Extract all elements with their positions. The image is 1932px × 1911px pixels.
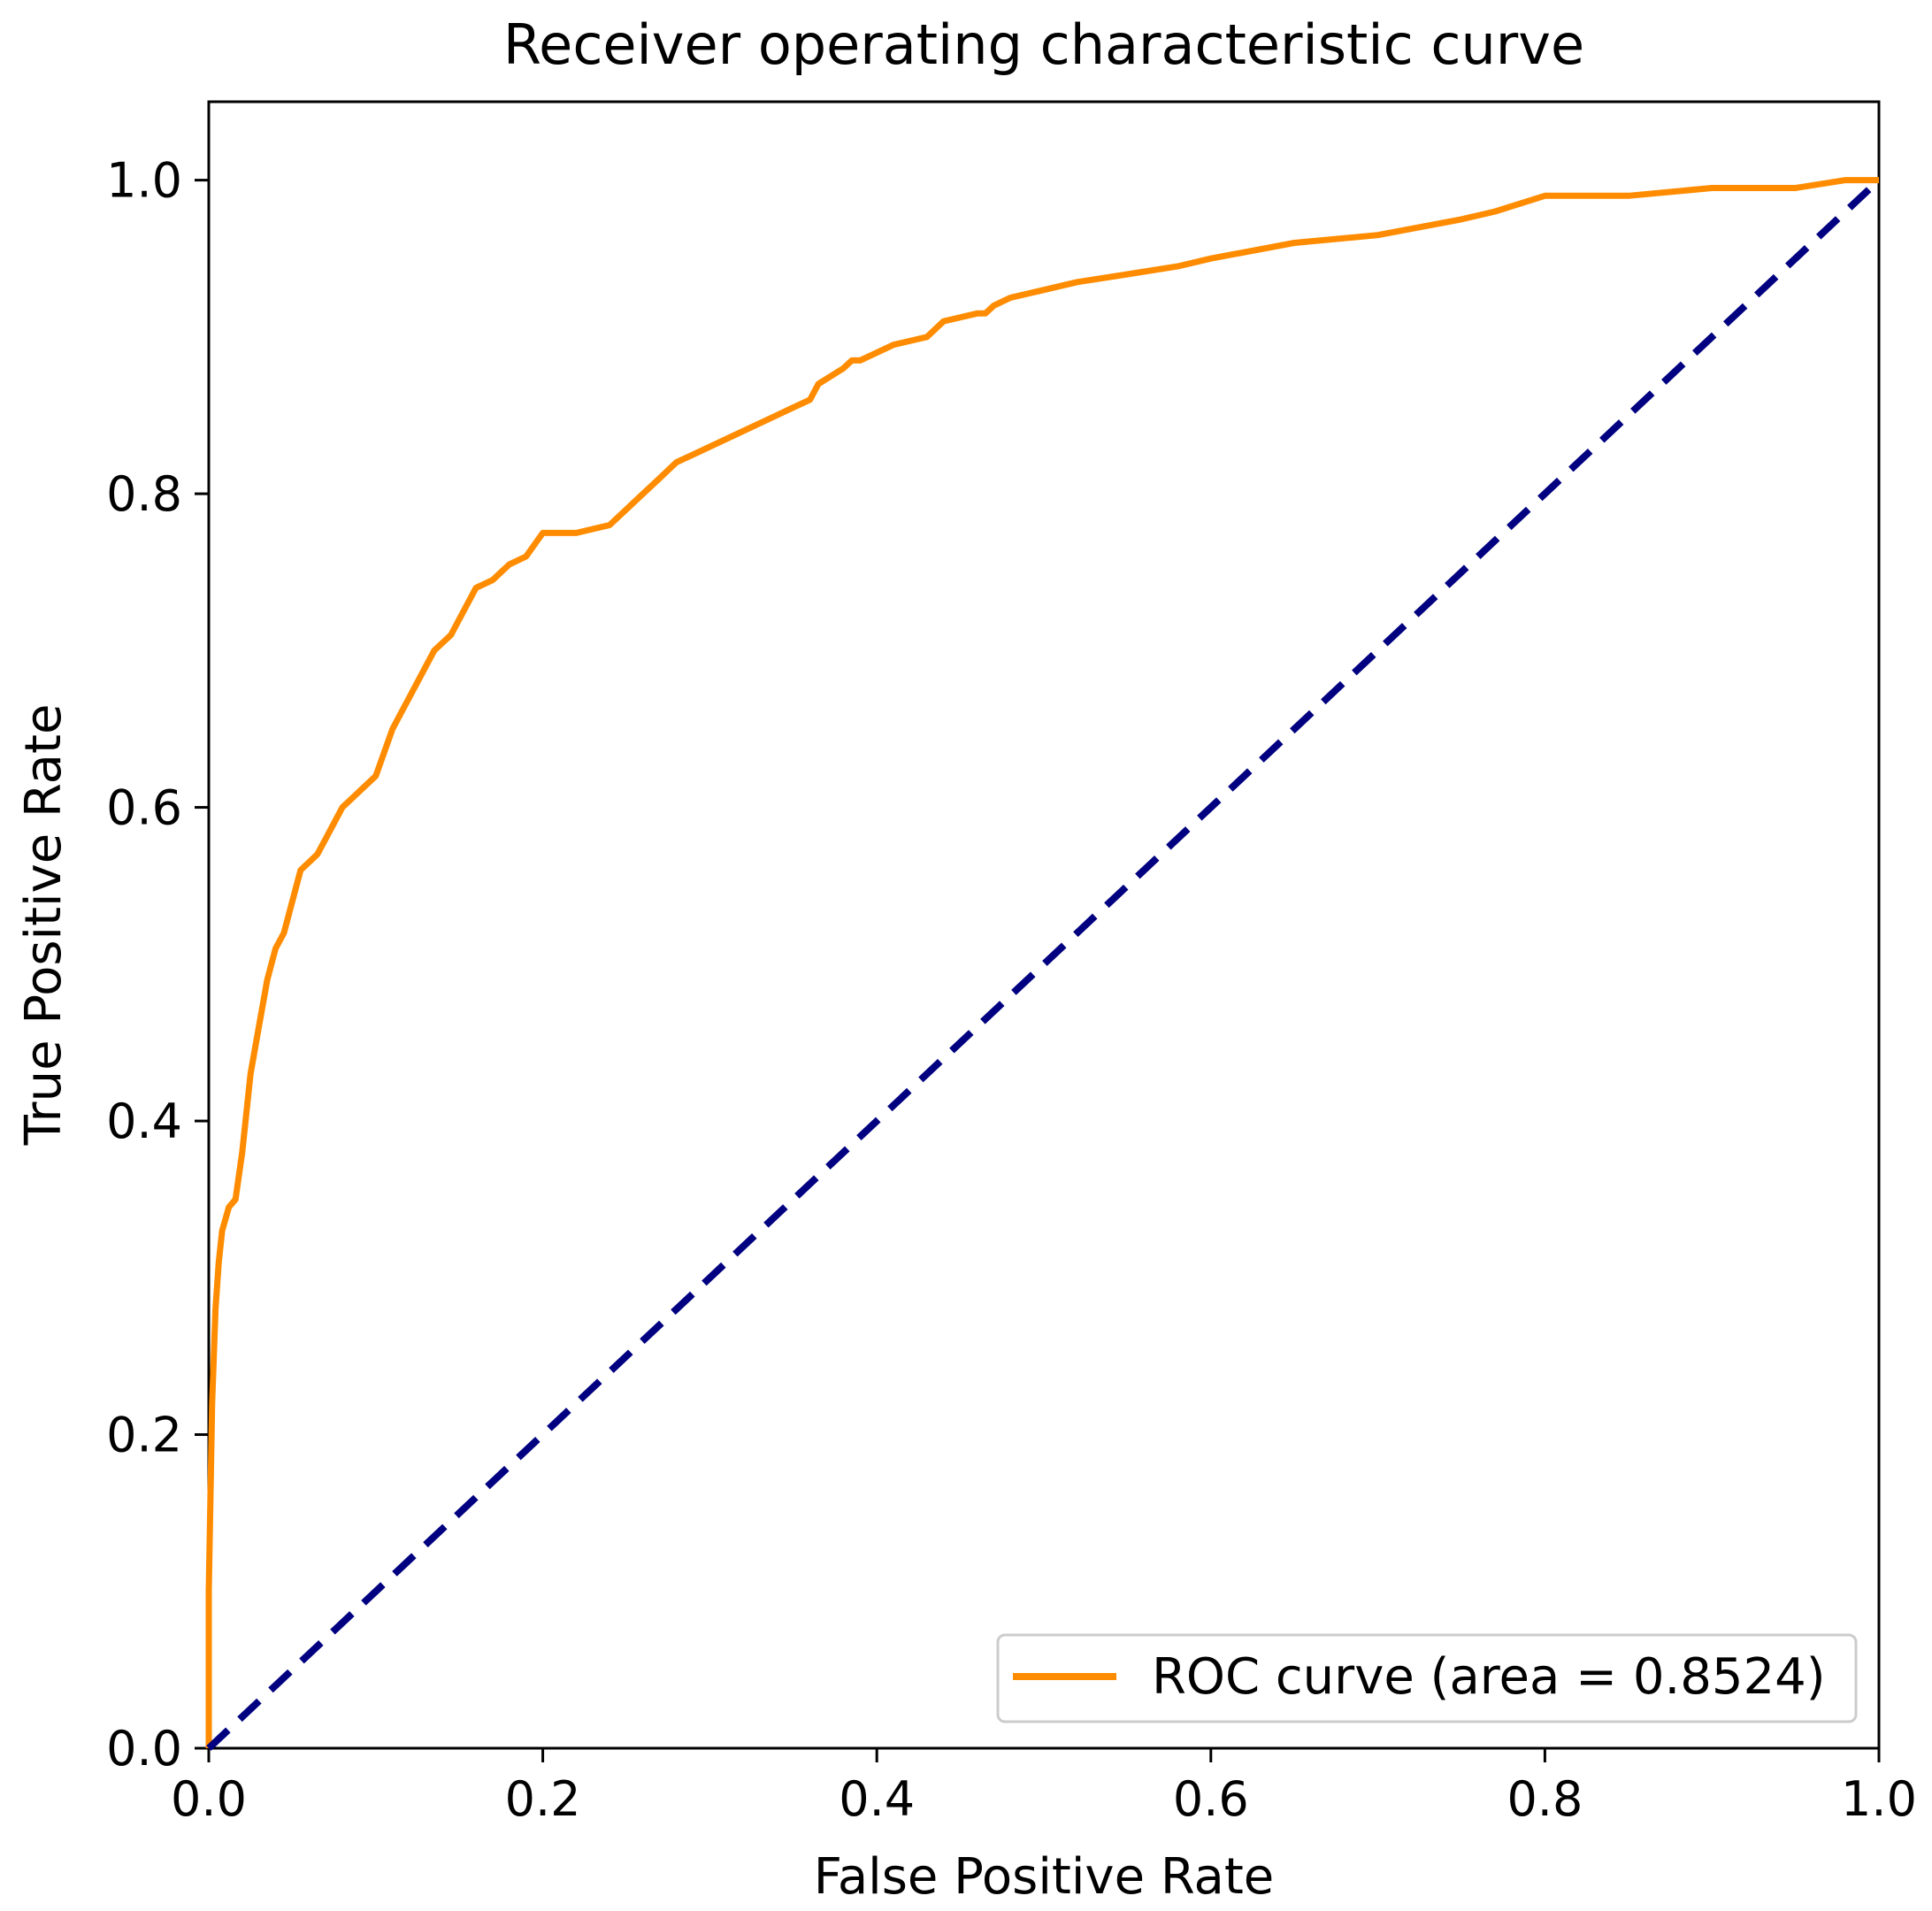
x-axis-label: False Positive Rate: [814, 1848, 1274, 1906]
diagonal-reference-line: [206, 177, 1882, 1751]
legend-label-roc: ROC curve (area = 0.8524): [1152, 1648, 1826, 1706]
y-tick-label: 1.0: [106, 153, 182, 209]
legend-box: [996, 1633, 1858, 1723]
y-axis-label: True Positive Rate: [15, 704, 73, 1147]
y-tick-label: 0.4: [106, 1094, 182, 1149]
series-lines: [205, 177, 1882, 1751]
x-tick-label: 0.6: [1173, 1771, 1249, 1827]
y-axis-ticks: 0.0 0.2 0.4 0.6 0.8 1.0: [106, 153, 209, 1777]
plot-frame: [207, 100, 1881, 1750]
x-tick-label: 0.2: [505, 1771, 581, 1827]
x-tick-label: 0.4: [839, 1771, 915, 1827]
y-tick-label: 0.8: [106, 466, 182, 522]
chart-title: Receiver operating characteristic curve: [503, 12, 1584, 77]
x-axis-ticks: 0.0 0.2 0.4 0.6 0.8 1.0: [171, 1748, 1917, 1827]
x-tick-label: 0.0: [171, 1771, 247, 1827]
x-tick-label: 0.8: [1506, 1771, 1583, 1827]
y-tick-label: 0.2: [106, 1408, 182, 1463]
x-tick-label: 1.0: [1841, 1771, 1917, 1827]
y-tick-label: 0.0: [106, 1721, 182, 1777]
y-tick-label: 0.6: [106, 780, 182, 836]
roc-curve-line: [205, 177, 1879, 1748]
legend: ROC curve (area = 0.8524): [996, 1633, 1858, 1723]
axes: [207, 100, 1881, 1750]
